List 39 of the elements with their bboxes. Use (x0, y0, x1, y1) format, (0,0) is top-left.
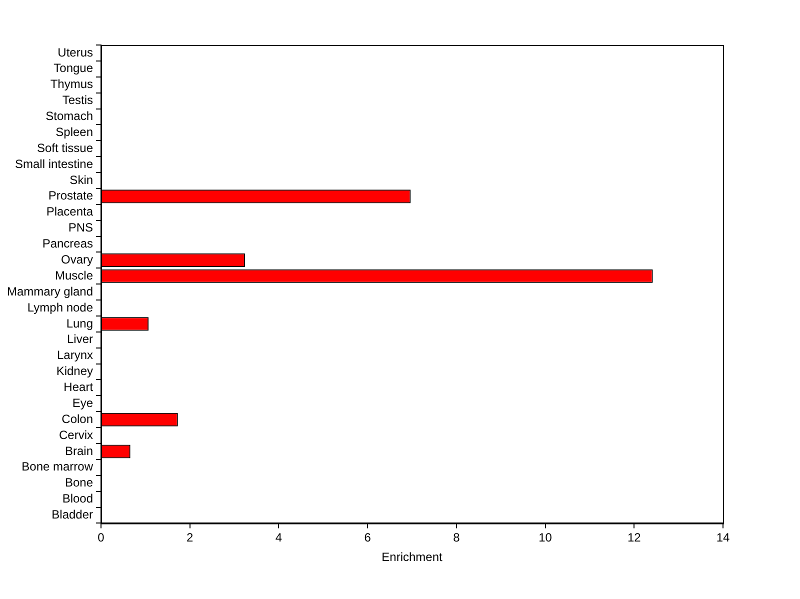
x-tick-label: 10 (538, 530, 552, 545)
y-tick-label: Eye (72, 396, 94, 410)
y-tick-label: Skin (70, 172, 94, 187)
y-tick-label: PNS (68, 220, 94, 235)
x-tick-label: 2 (186, 530, 194, 545)
y-tick-label: Stomach (46, 109, 94, 124)
y-tick-label: Blood (62, 492, 94, 506)
x-axis-title: Enrichment (382, 550, 444, 564)
x-tick-label: 8 (453, 530, 460, 545)
y-tick-label: Testis (62, 93, 94, 108)
y-tick-label: Mammary gland (6, 284, 94, 298)
y-tick-label: Heart (64, 380, 94, 394)
y-tick-label: Brain (65, 444, 94, 458)
x-tick-label: 14 (716, 530, 730, 545)
y-tick-label: Small intestine (14, 156, 94, 171)
y-tick-label: Liver (67, 332, 94, 346)
y-tick-label: Lymph node (27, 300, 94, 314)
y-tick-label: Spleen (56, 124, 94, 139)
y-tick-label: Colon (62, 412, 94, 426)
y-tick-label: Lung (66, 316, 94, 330)
x-tick-label: 12 (627, 530, 642, 545)
x-tick-label: 6 (364, 530, 372, 545)
y-tick-label: Uterus (58, 45, 94, 60)
x-tick-label: 4 (275, 530, 282, 545)
y-tick-label: Tongue (54, 61, 94, 76)
y-tick-label: Larynx (56, 348, 94, 362)
y-tick-label: Bone marrow (22, 460, 94, 474)
x-tick-label: 0 (98, 530, 105, 545)
y-tick-label: Bone (64, 476, 94, 490)
y-tick-label: Pancreas (42, 236, 94, 251)
y-tick-label: Ovary (61, 252, 94, 267)
y-tick-label: Thymus (50, 77, 94, 92)
y-tick-label: Kidney (56, 364, 94, 378)
y-tick-label: Prostate (48, 188, 94, 203)
y-tick-label: Soft tissue (36, 140, 94, 155)
y-tick-label: Bladder (52, 508, 94, 522)
y-tick-label: Muscle (55, 268, 94, 282)
y-tick-label: Cervix (59, 428, 94, 442)
y-tick-label: Placenta (46, 204, 94, 219)
